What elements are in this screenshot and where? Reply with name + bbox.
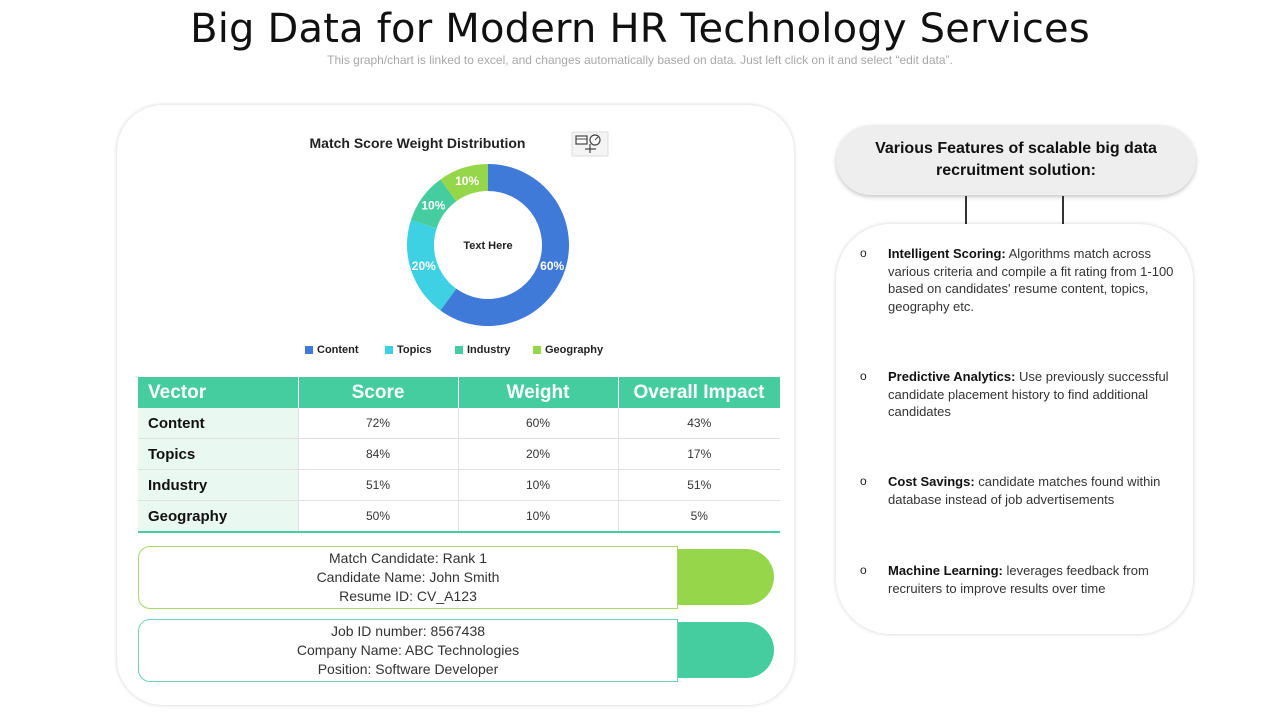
position: Position: Software Developer (317, 661, 499, 677)
table-row: Topics 84% 20% 17% (138, 438, 780, 470)
table-header: Weight (458, 377, 619, 408)
row-impact: 43% (618, 408, 780, 439)
feature-title: Cost Savings: (888, 474, 975, 489)
row-impact: 17% (618, 438, 780, 470)
legend-label: Topics (397, 344, 432, 356)
chart-legend: Content Topics Industry Geography (300, 344, 620, 360)
feature-text: candidate matches found within database … (888, 474, 1161, 507)
candidate-rank: Match Candidate: Rank 1 (329, 550, 487, 566)
features-heading: Various Features of scalable big data re… (836, 125, 1196, 195)
row-score: 84% (298, 438, 459, 470)
job-card: Job ID number: 8567438 Company Name: ABC… (138, 619, 678, 682)
connector-line (1062, 196, 1064, 228)
bullet-icon: o (860, 563, 867, 577)
row-impact: 5% (618, 500, 780, 533)
legend-label: Content (317, 344, 359, 356)
page-title: Big Data for Modern HR Technology Servic… (190, 6, 1090, 52)
row-vector: Geography (138, 500, 299, 533)
table-header: Score (298, 377, 459, 408)
row-score: 50% (298, 500, 459, 533)
feature-item: o Machine Learning: leverages feedback f… (860, 562, 1190, 597)
donut-slice-content (440, 164, 569, 326)
donut-data-label: 10% (421, 198, 445, 212)
feature-text: Use previously successful candidate plac… (888, 369, 1169, 419)
table-row: Content 72% 60% 43% (138, 408, 780, 439)
features-panel (836, 224, 1193, 634)
feature-text: leverages feedback from recruiters to im… (888, 563, 1149, 596)
feature-title: Intelligent Scoring: (888, 246, 1006, 261)
row-score: 51% (298, 469, 459, 501)
row-weight: 10% (458, 500, 619, 533)
table-header: Overall Impact (618, 377, 781, 408)
score-table: Vector Score Weight Overall Impact Conte… (138, 377, 781, 533)
donut-data-label: 10% (455, 174, 479, 188)
legend-item: Topics (385, 344, 432, 356)
legend-label: Industry (467, 344, 511, 356)
donut-data-label: 60% (540, 259, 564, 273)
feature-item: o Intelligent Scoring: Algorithms match … (860, 245, 1190, 315)
data-edit-icon[interactable] (571, 131, 609, 157)
resume-id: Resume ID: CV_A123 (339, 588, 477, 604)
bullet-icon: o (860, 474, 867, 488)
legend-swatch (385, 346, 393, 354)
donut-center-label: Text Here (463, 240, 512, 252)
donut-slice-topics (407, 219, 457, 311)
legend-swatch (455, 346, 463, 354)
candidate-name: Candidate Name: John Smith (316, 569, 500, 585)
page-subtitle: This graph/chart is linked to excel, and… (327, 53, 953, 67)
candidate-card: Match Candidate: Rank 1 Candidate Name: … (138, 546, 678, 609)
donut-chart: 60% 20% 10% 10% Text Here (407, 164, 569, 326)
legend-label: Geography (545, 344, 604, 356)
row-vector: Industry (138, 469, 299, 501)
feature-text: Algorithms match across various criteria… (888, 246, 1174, 314)
donut-slice-geography (440, 164, 488, 202)
row-weight: 60% (458, 408, 619, 439)
row-weight: 20% (458, 438, 619, 470)
legend-swatch (305, 346, 313, 354)
bullet-icon: o (860, 246, 867, 260)
feature-title: Predictive Analytics: (888, 369, 1016, 384)
chart-title: Match Score Weight Distribution (309, 135, 526, 151)
table-row: Industry 51% 10% 51% (138, 469, 780, 501)
row-vector: Topics (138, 438, 299, 470)
donut-slice-industry (410, 179, 457, 229)
legend-item: Industry (455, 344, 510, 356)
legend-item: Content (305, 344, 359, 356)
feature-item: o Predictive Analytics: Use previously s… (860, 368, 1190, 421)
legend-item: Geography (533, 344, 603, 356)
table-row: Geography 50% 10% 5% (138, 500, 780, 533)
row-score: 72% (298, 408, 459, 439)
row-vector: Content (138, 408, 299, 439)
company-name: Company Name: ABC Technologies (296, 642, 520, 658)
row-weight: 10% (458, 469, 619, 501)
row-impact: 51% (618, 469, 780, 501)
job-id: Job ID number: 8567438 (330, 623, 486, 639)
feature-item: o Cost Savings: candidate matches found … (860, 473, 1190, 508)
feature-title: Machine Learning: (888, 563, 1003, 578)
bullet-icon: o (860, 369, 867, 383)
donut-data-label: 20% (412, 259, 436, 273)
connector-line (965, 196, 967, 228)
legend-swatch (533, 346, 541, 354)
table-header: Vector (138, 377, 299, 408)
